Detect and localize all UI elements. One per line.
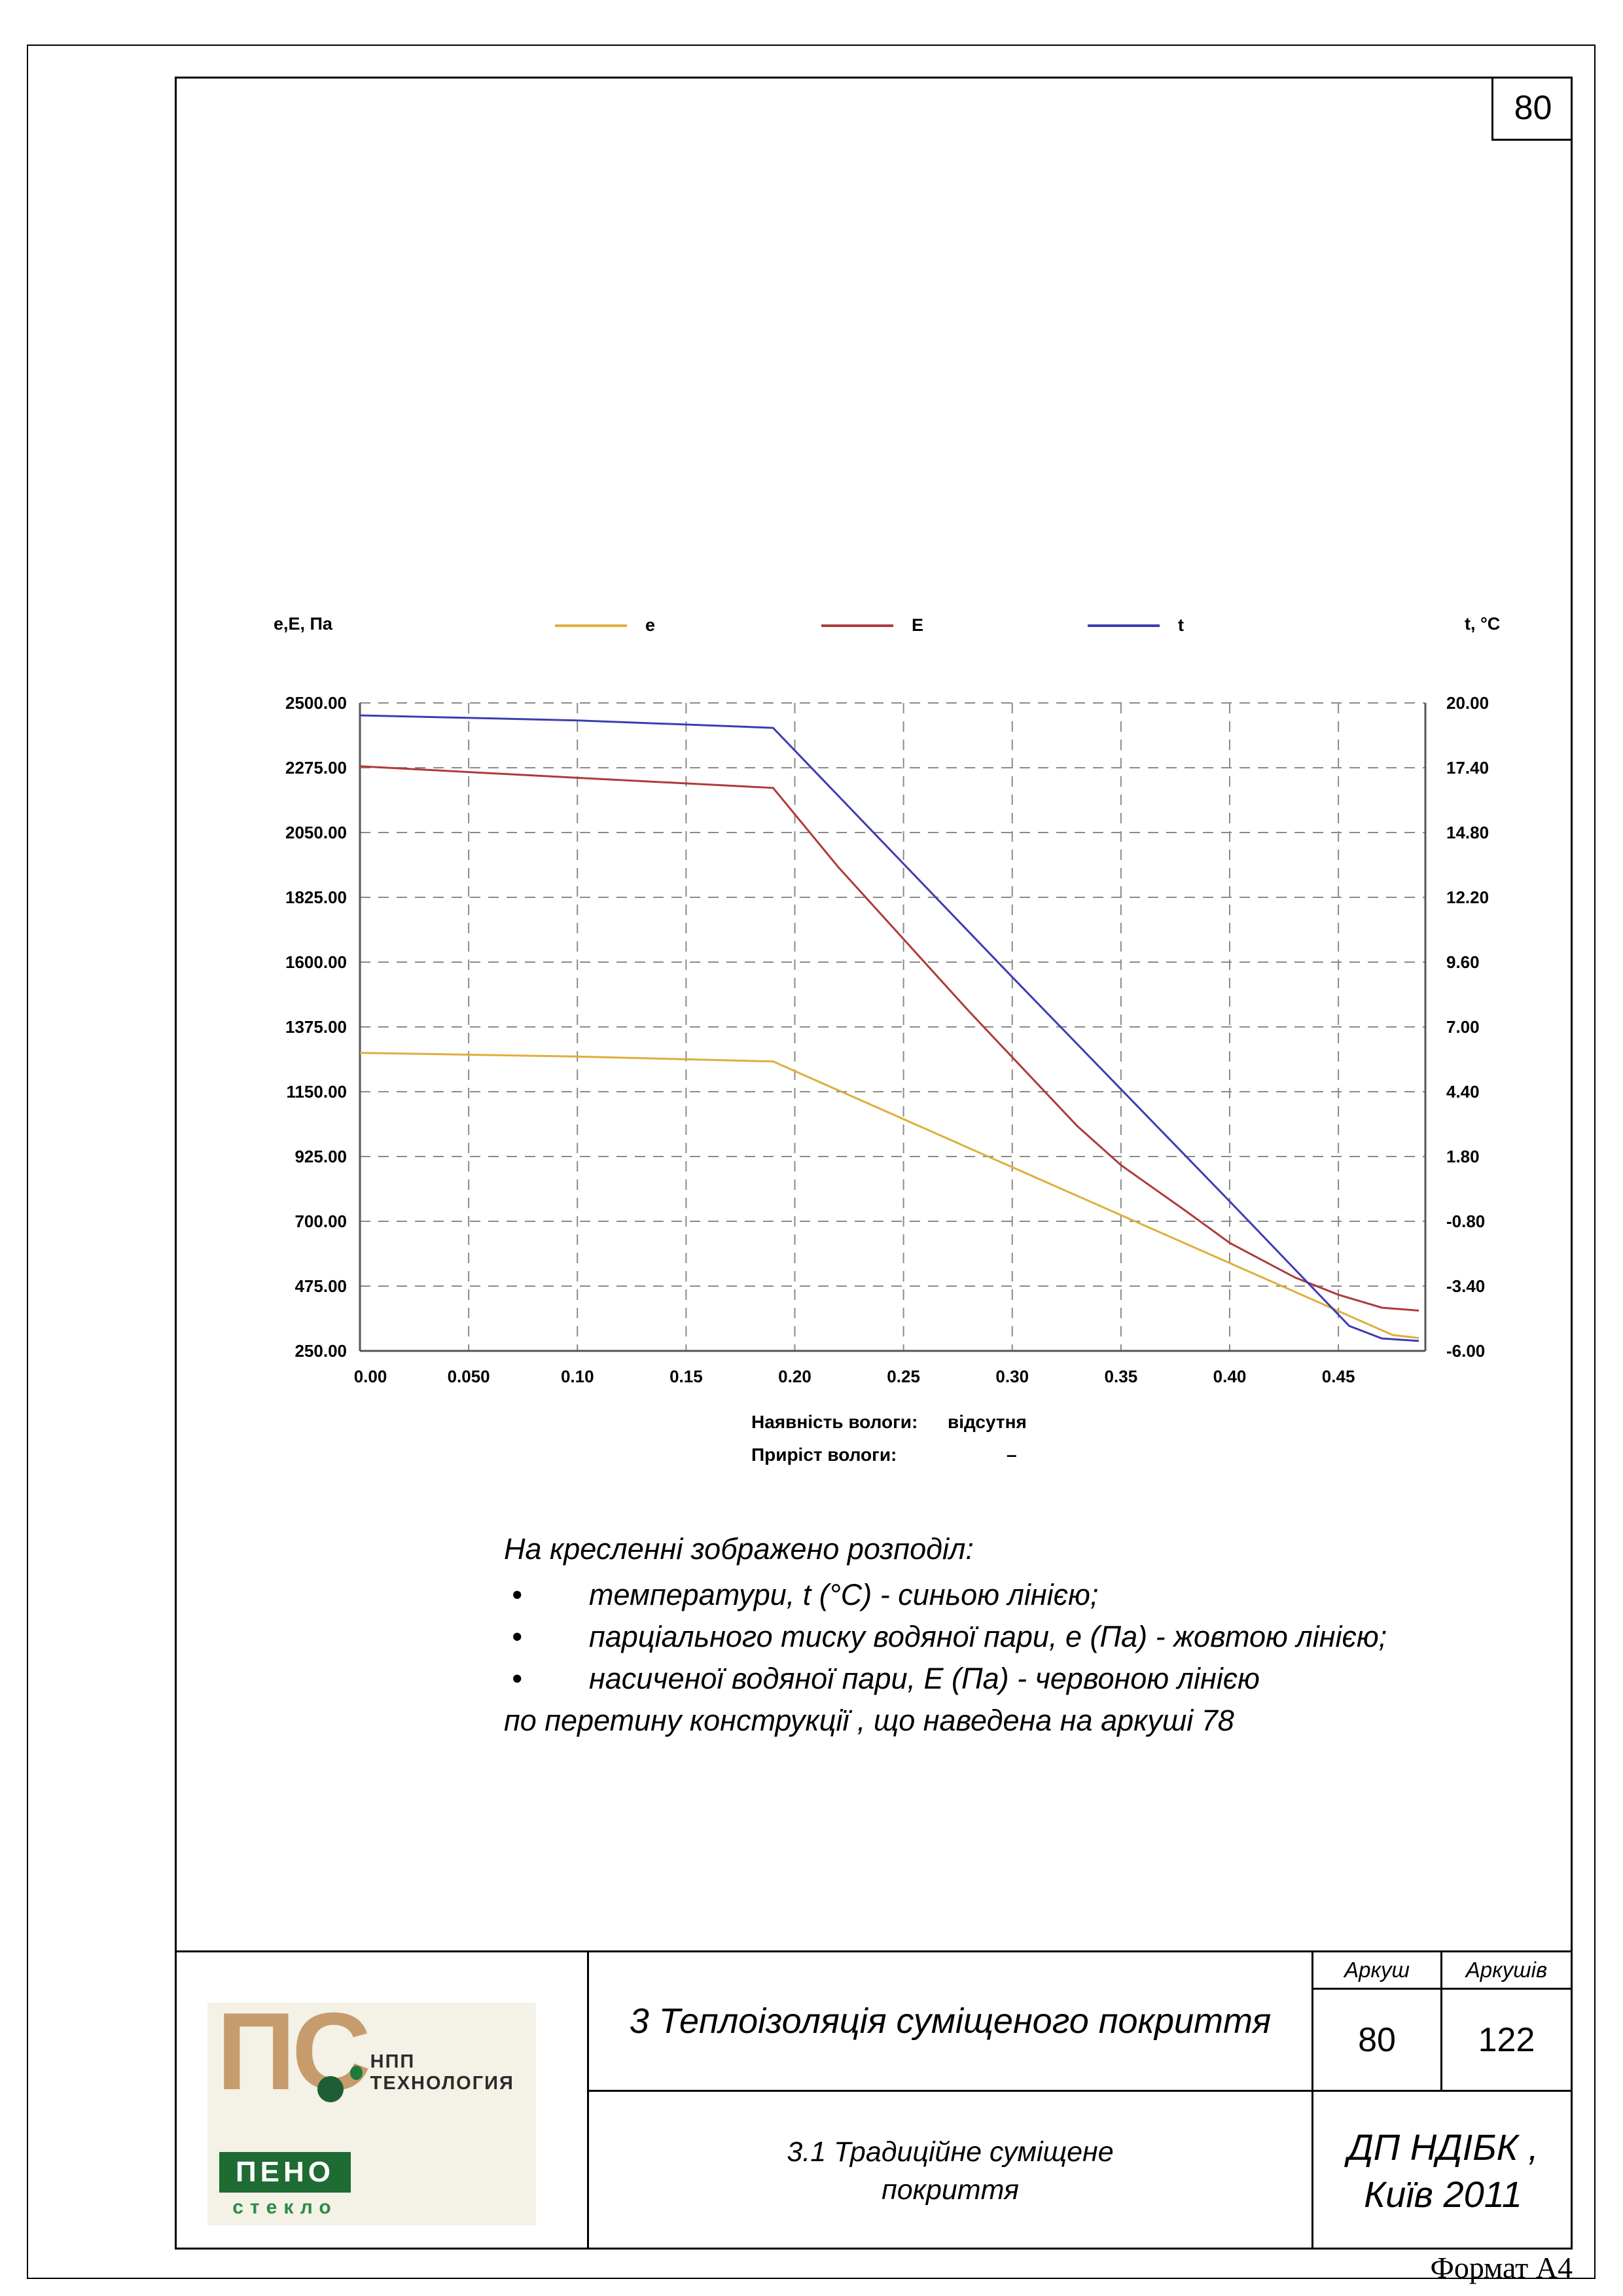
x-tick-label: 0.00 [354, 1367, 387, 1386]
left-tick-label: 2275.00 [285, 758, 347, 778]
left-axis-title: е,Е, Па [274, 614, 332, 634]
right-tick-label: 20.00 [1446, 693, 1489, 713]
series-E [359, 765, 1419, 1312]
description-bullet-temperature: • температури, t (°C) - синьою лінією; [504, 1574, 1525, 1616]
sheets-total: 122 [1442, 1990, 1571, 2092]
moisture-gain-row: Приріст вологи: – [751, 1444, 1017, 1465]
left-tick-label: 2050.00 [285, 823, 347, 842]
right-tick-label: -6.00 [1446, 1341, 1485, 1361]
legend-item-E: E [821, 615, 923, 636]
description-list: • температури, t (°C) - синьою лінією; •… [504, 1574, 1525, 1700]
organization-line2: Київ 2011 [1364, 2173, 1522, 2215]
left-tick-label: 1375.00 [285, 1017, 347, 1037]
logo-brand-steklo: стекло [232, 2197, 338, 2218]
section-title: 3 Теплоізоляція суміщеного покриття [589, 1952, 1313, 2092]
sheets-label: Аркушів [1442, 1952, 1571, 1990]
x-tick-label: 0.050 [448, 1367, 490, 1386]
bullet-text: парціального тиску водяної пари, е (Па) … [589, 1620, 1387, 1653]
x-tick-label: 0.20 [778, 1367, 812, 1386]
left-tick-label: 1600.00 [285, 952, 347, 972]
x-tick-label: 0.40 [1213, 1367, 1247, 1386]
subsection-title-line1: 3.1 Традиційне суміщене [787, 2136, 1114, 2168]
bullet-text: насиченої водяної пари, Е (Па) - червоно… [589, 1662, 1260, 1695]
legend-line-e [555, 624, 627, 627]
legend-label-E: E [912, 615, 924, 635]
series-e [359, 1052, 1419, 1339]
series-t [359, 714, 1419, 1342]
logo-bullet-icon [350, 2066, 363, 2080]
right-tick-label: 1.80 [1446, 1147, 1480, 1166]
logo-cell: ПС НПП ТЕХНОЛОГИЯ ПЕНО стекло [175, 1952, 589, 2250]
right-tick-label: 4.40 [1446, 1082, 1480, 1102]
left-tick-label: 475.00 [294, 1276, 347, 1296]
right-tick-label: 14.80 [1446, 823, 1489, 842]
organization-line1: ДП НДІБК , [1347, 2126, 1539, 2168]
left-tick-label: 250.00 [294, 1341, 347, 1361]
x-tick-label: 0.30 [995, 1367, 1029, 1386]
title-block: ПС НПП ТЕХНОЛОГИЯ ПЕНО стекло 3 Теплоізо… [175, 1950, 1573, 2250]
logo-brand-peno: ПЕНО [219, 2152, 351, 2193]
legend-label-t: t [1178, 615, 1184, 635]
chart-plot: 2500.00 20.00 2275.00 17.40 2050.00 14.80 1825… [285, 693, 1489, 1386]
left-tick-label: 925.00 [294, 1147, 347, 1166]
moisture-gain-label: Приріст вологи: [751, 1444, 897, 1465]
legend-item-t: t [1088, 615, 1184, 636]
x-tick-label: 0.25 [887, 1367, 920, 1386]
bullet-icon: • [512, 1578, 522, 1611]
drawing-frame [175, 77, 1573, 2250]
logo-company-name: НПП ТЕХНОЛОГИЯ [370, 2051, 514, 2094]
format-label: Формат А4 [1430, 2251, 1573, 2284]
bullet-text: температури, t (°C) - синьою лінією; [589, 1578, 1099, 1611]
right-tick-label: -0.80 [1446, 1211, 1485, 1231]
logo-monogram: ПС [217, 1990, 371, 2113]
sheet-label: Аркуш [1313, 1952, 1442, 1990]
legend-line-t [1088, 624, 1160, 627]
legend-line-E [821, 624, 893, 627]
sheet-number: 80 [1313, 1990, 1442, 2092]
company-logo: ПС НПП ТЕХНОЛОГИЯ ПЕНО стекло [207, 1990, 536, 2225]
moisture-value: відсутня [948, 1412, 1027, 1432]
subsection-title-line2: покриття [882, 2174, 1019, 2206]
description-intro: На кресленні зображено розподіл: [504, 1532, 974, 1566]
right-axis-title: t, °C [1465, 614, 1501, 634]
moisture-row: Наявність вологи: відсутня [751, 1412, 1027, 1433]
subsection-title: 3.1 Традиційне суміщене покриття [589, 2092, 1313, 2250]
left-tick-label: 700.00 [294, 1211, 347, 1231]
right-tick-label: 9.60 [1446, 952, 1480, 972]
x-tick-label: 0.45 [1322, 1367, 1355, 1386]
description-outro: по перетину конструкції , що наведена на… [504, 1704, 1234, 1737]
page-number-box: 80 [1491, 77, 1573, 141]
moisture-gain-value: – [1007, 1444, 1017, 1465]
right-tick-label: 7.00 [1446, 1017, 1480, 1037]
left-tick-label: 2500.00 [285, 693, 347, 713]
legend-label-e: e [645, 615, 656, 635]
description-block: На кресленні зображено розподіл: • темпе… [504, 1528, 1525, 1742]
logo-dot-icon [317, 2076, 344, 2102]
moisture-label: Наявність вологи: [751, 1412, 918, 1432]
legend-item-e: e [555, 615, 655, 636]
bullet-icon: • [512, 1662, 522, 1695]
x-tick-label: 0.35 [1105, 1367, 1138, 1386]
description-bullet-partial-pressure: • парціального тиску водяної пари, е (Па… [504, 1616, 1525, 1658]
organization: ДП НДІБК , Київ 2011 [1313, 2092, 1573, 2250]
right-tick-label: 17.40 [1446, 758, 1489, 778]
page-outer-border [27, 45, 1596, 2279]
right-tick-label: 12.20 [1446, 888, 1489, 907]
bullet-icon: • [512, 1620, 522, 1653]
logo-company-row: НПП ТЕХНОЛОГИЯ [350, 2051, 536, 2094]
x-tick-label: 0.10 [561, 1367, 594, 1386]
x-tick-label: 0.15 [669, 1367, 703, 1386]
left-tick-label: 1825.00 [285, 888, 347, 907]
right-tick-label: -3.40 [1446, 1276, 1485, 1296]
left-tick-label: 1150.00 [286, 1082, 347, 1102]
page-number: 80 [1514, 88, 1552, 127]
description-bullet-saturated-pressure: • насиченої водяної пари, Е (Па) - черво… [504, 1658, 1525, 1700]
